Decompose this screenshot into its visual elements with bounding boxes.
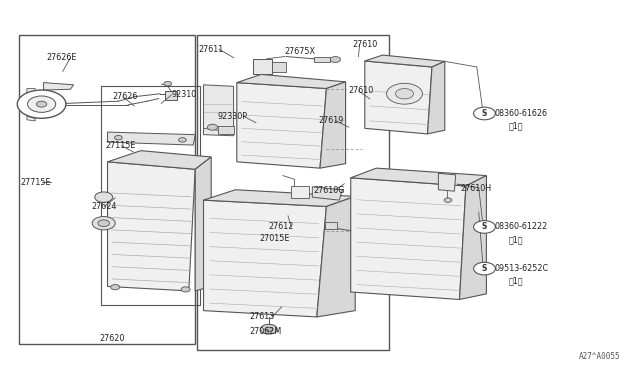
Bar [314, 57, 330, 62]
Text: 27612: 27612 [269, 222, 294, 231]
Bar [19, 35, 195, 344]
Polygon shape [428, 61, 445, 134]
Text: A27^A0055: A27^A0055 [579, 352, 621, 361]
Polygon shape [351, 168, 486, 186]
Text: （1）: （1） [509, 235, 524, 244]
Circle shape [115, 135, 122, 140]
Circle shape [474, 221, 495, 233]
Text: 92330P: 92330P [218, 112, 248, 121]
Polygon shape [108, 162, 195, 291]
Circle shape [179, 138, 186, 142]
Polygon shape [460, 176, 486, 299]
Circle shape [92, 217, 115, 230]
Circle shape [474, 262, 495, 275]
Polygon shape [237, 74, 346, 89]
Polygon shape [365, 55, 445, 67]
Text: 08360-61626: 08360-61626 [494, 109, 547, 118]
Circle shape [95, 192, 113, 202]
Text: 92310: 92310 [172, 90, 196, 99]
Circle shape [260, 324, 277, 334]
Polygon shape [317, 196, 355, 317]
Text: 27626: 27626 [112, 92, 138, 101]
Circle shape [207, 124, 218, 130]
Polygon shape [365, 61, 432, 134]
Polygon shape [312, 187, 342, 200]
Text: （1）: （1） [509, 122, 524, 131]
Polygon shape [108, 132, 195, 145]
Polygon shape [204, 85, 234, 136]
Polygon shape [195, 157, 211, 291]
Text: 27626E: 27626E [46, 53, 76, 62]
Polygon shape [320, 82, 346, 168]
Circle shape [181, 287, 190, 292]
Bar [325, 222, 337, 229]
Polygon shape [27, 116, 35, 121]
Text: 27613: 27613 [250, 312, 275, 321]
Text: 27015E: 27015E [260, 234, 290, 243]
Polygon shape [108, 151, 211, 169]
Text: 08360-61222: 08360-61222 [494, 222, 547, 231]
Bar [272, 62, 286, 72]
Circle shape [28, 96, 56, 112]
Polygon shape [44, 83, 74, 90]
Circle shape [164, 81, 172, 86]
Text: 27610H: 27610H [461, 184, 492, 193]
Text: S: S [482, 264, 487, 273]
Circle shape [111, 285, 120, 290]
Bar [291, 186, 309, 198]
Text: 27115E: 27115E [106, 141, 136, 150]
Text: 27611: 27611 [198, 45, 223, 54]
Circle shape [396, 89, 413, 99]
Polygon shape [237, 83, 326, 168]
Polygon shape [204, 190, 355, 206]
Bar [253, 59, 272, 74]
Text: S: S [482, 109, 487, 118]
Circle shape [474, 107, 495, 120]
Text: （1）: （1） [509, 277, 524, 286]
Text: 27062M: 27062M [250, 327, 282, 336]
Text: 27620: 27620 [99, 334, 125, 343]
Text: 27675X: 27675X [285, 47, 316, 56]
Bar [218, 126, 234, 134]
Text: 27624: 27624 [91, 202, 116, 211]
Text: 27610G: 27610G [314, 186, 345, 195]
Circle shape [387, 83, 422, 104]
Text: 27610: 27610 [352, 40, 377, 49]
Text: S: S [482, 222, 487, 231]
Circle shape [265, 327, 273, 331]
Polygon shape [27, 89, 35, 94]
Text: 27619: 27619 [319, 116, 344, 125]
Circle shape [98, 220, 109, 227]
Polygon shape [204, 200, 326, 317]
Bar [197, 35, 389, 350]
Circle shape [444, 198, 452, 202]
Polygon shape [438, 173, 456, 191]
Text: 09513-6252C: 09513-6252C [494, 264, 548, 273]
Circle shape [36, 101, 47, 107]
Text: 27715E: 27715E [20, 178, 51, 187]
Text: 27610: 27610 [349, 86, 374, 95]
Polygon shape [351, 178, 466, 299]
Circle shape [330, 57, 340, 62]
Circle shape [17, 90, 66, 118]
Bar [101, 86, 200, 305]
Bar [165, 91, 177, 100]
